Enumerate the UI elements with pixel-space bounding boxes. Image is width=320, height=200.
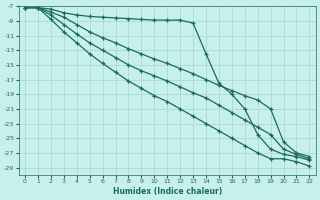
X-axis label: Humidex (Indice chaleur): Humidex (Indice chaleur) bbox=[113, 187, 222, 196]
